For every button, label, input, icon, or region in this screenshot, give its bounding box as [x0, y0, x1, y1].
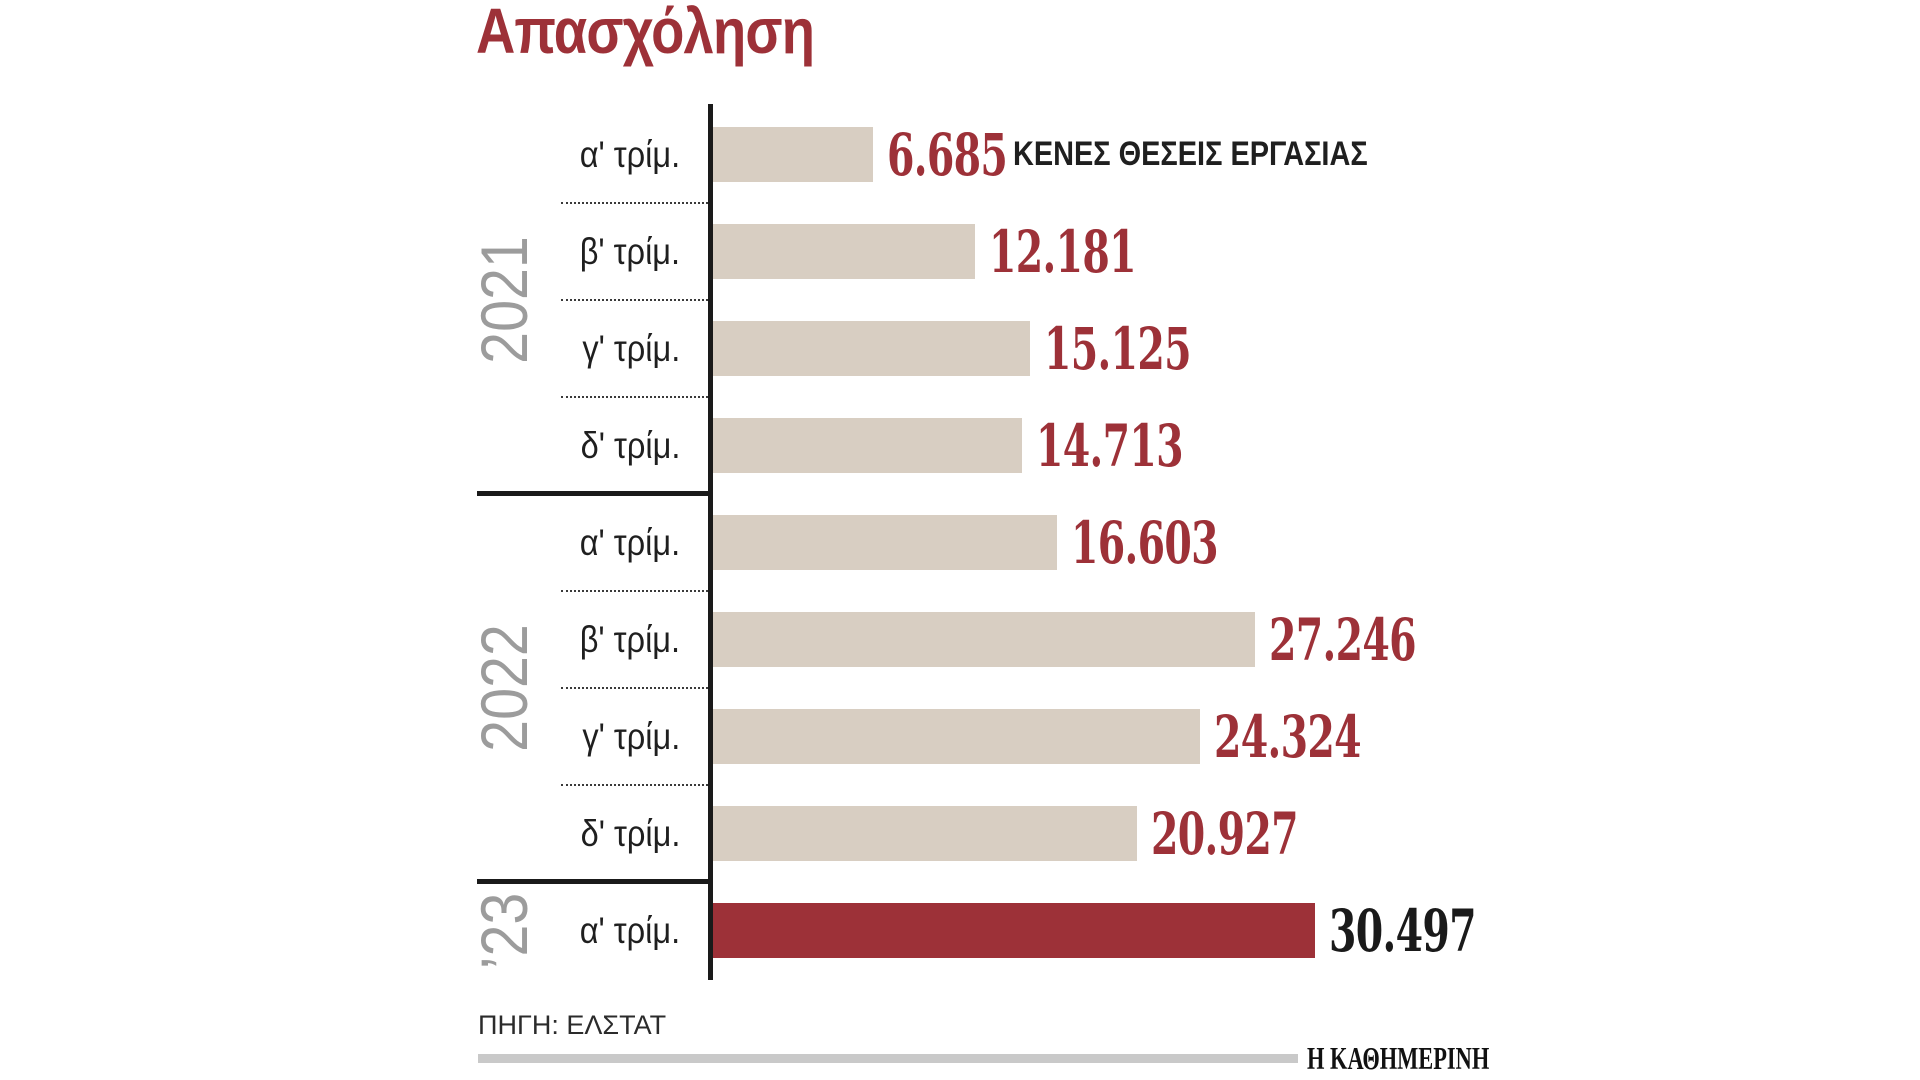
- value-label-text: 24.324: [1214, 702, 1362, 771]
- quarter-label: δ' τρίμ.: [480, 785, 680, 882]
- y-axis-line: [708, 104, 713, 980]
- quarter-separator-dotted: [561, 687, 708, 689]
- brand-logo: Η ΚΑΘΗΜΕΡΙΝΗ: [1307, 1040, 1490, 1076]
- value-label-text: 14.713: [1036, 411, 1184, 480]
- value-label: 27.246: [1269, 591, 1485, 688]
- quarter-label-text: δ' τρίμ.: [580, 812, 680, 854]
- quarter-label: α' τρίμ.: [480, 882, 680, 979]
- chart-title: Απασχόληση: [476, 0, 815, 67]
- quarter-label: β' τρίμ.: [480, 203, 680, 300]
- value-bar: [713, 515, 1057, 570]
- quarter-separator-dotted: [561, 590, 708, 592]
- value-bar: [713, 612, 1255, 667]
- value-bar: [713, 806, 1137, 861]
- value-label: 30.497: [1329, 882, 1545, 979]
- quarter-label: α' τρίμ.: [480, 494, 680, 591]
- year-label: 2022: [467, 624, 541, 752]
- quarter-separator-dotted: [561, 396, 708, 398]
- year-label: 2021: [467, 236, 541, 364]
- quarter-separator-dotted: [561, 299, 708, 301]
- quarter-label: β' τρίμ.: [480, 591, 680, 688]
- value-label-text: 27.246: [1269, 605, 1417, 674]
- quarter-label-text: α' τρίμ.: [579, 521, 680, 563]
- value-label-text: 16.603: [1071, 508, 1219, 577]
- value-label-text: 6.685: [887, 120, 1008, 189]
- value-label: 15.125: [1044, 300, 1260, 397]
- series-annotation-text: ΚΕΝΕΣ ΘΕΣΕΙΣ ΕΡΓΑΣΙΑΣ: [1013, 135, 1368, 173]
- value-label: 20.927: [1151, 785, 1367, 882]
- value-label: 24.324: [1214, 688, 1430, 785]
- value-bar: [713, 321, 1030, 376]
- quarter-label: γ' τρίμ.: [480, 300, 680, 397]
- quarter-label: γ' τρίμ.: [480, 688, 680, 785]
- quarter-label-text: δ' τρίμ.: [580, 424, 680, 466]
- quarter-label-text: β' τρίμ.: [579, 618, 680, 660]
- value-label: 16.603: [1071, 494, 1287, 591]
- year-separator-solid: [477, 879, 708, 884]
- value-label-text: 12.181: [989, 217, 1137, 286]
- quarter-label-text: α' τρίμ.: [579, 133, 680, 175]
- value-bar: [713, 127, 873, 182]
- footer-rule: [478, 1054, 1298, 1063]
- value-label: 6.685: [887, 106, 1064, 203]
- value-label-text: 20.927: [1151, 799, 1299, 868]
- series-annotation: ΚΕΝΕΣ ΘΕΣΕΙΣ ΕΡΓΑΣΙΑΣ: [1013, 106, 1430, 203]
- value-bar: [713, 418, 1022, 473]
- quarter-label-text: α' τρίμ.: [579, 909, 680, 951]
- source-label: ΠΗΓΗ: ΕΛΣΤΑΤ: [478, 1010, 667, 1040]
- value-bar: [713, 224, 975, 279]
- value-label-text: 30.497: [1329, 896, 1477, 965]
- quarter-separator-dotted: [561, 202, 708, 204]
- quarter-label: δ' τρίμ.: [480, 397, 680, 494]
- value-label: 14.713: [1036, 397, 1252, 494]
- value-label: 12.181: [989, 203, 1205, 300]
- quarter-label-text: β' τρίμ.: [579, 230, 680, 272]
- quarter-label-text: γ' τρίμ.: [582, 715, 680, 757]
- quarter-label-text: γ' τρίμ.: [582, 327, 680, 369]
- quarter-separator-dotted: [561, 784, 708, 786]
- year-label: ’23: [467, 892, 541, 969]
- year-separator-solid: [477, 491, 708, 496]
- value-label-text: 15.125: [1044, 314, 1192, 383]
- quarter-label: α' τρίμ.: [480, 106, 680, 203]
- value-bar: [713, 903, 1315, 958]
- value-bar: [713, 709, 1200, 764]
